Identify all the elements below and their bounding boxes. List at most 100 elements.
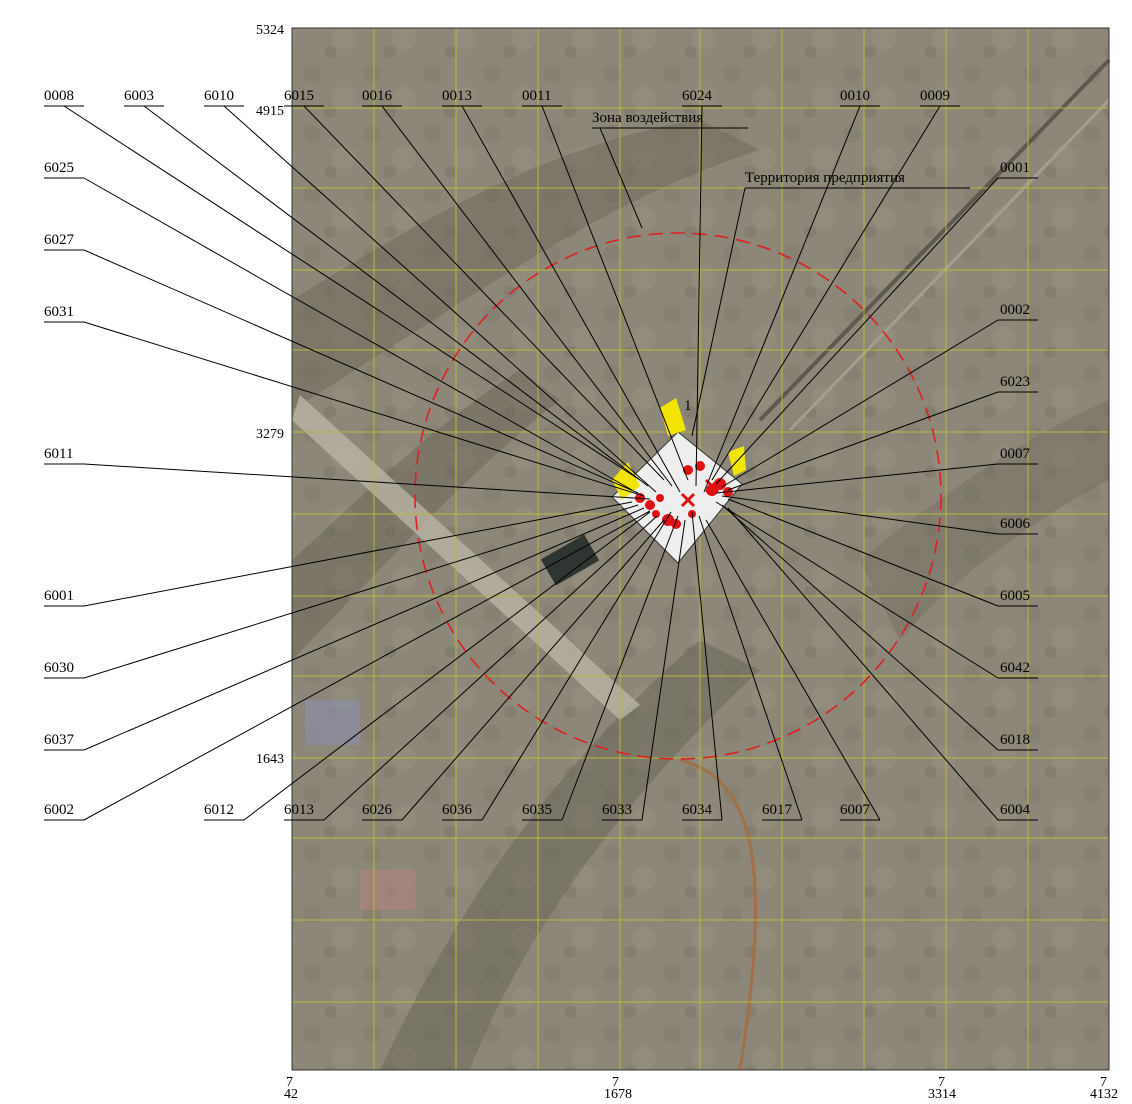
source-label-6033: 6033 [602,519,686,821]
source-label-6013: 6013 [284,515,658,821]
leader-line [223,105,657,493]
leader-line [561,515,679,821]
leader-line [691,511,723,821]
leader-line [83,507,645,751]
source-label-6012: 6012 [204,511,651,821]
leader-line [727,507,999,821]
y-tick-3279: 3279 [256,427,284,442]
y-tick-4915: 4915 [256,104,284,119]
source-label-0001: 0001 [715,160,1038,485]
source-label-0007: 0007 [715,446,1038,494]
source-id-text: 6034 [682,802,713,818]
x-tick-3314: 3314 [928,1087,956,1102]
enterprise-territory-text: Территория предприятия [745,170,905,186]
source-label-0013: 0013 [442,88,681,493]
source-id-text: 6003 [124,88,154,104]
source-label-6006: 6006 [721,495,1038,535]
source-label-6031: 6031 [44,304,645,497]
origin-mark-x1: 7 [286,1075,293,1090]
source-label-6010: 6010 [204,88,657,493]
source-label-6034: 6034 [682,511,723,821]
source-label-6023: 6023 [727,374,1038,491]
source-label-6036: 6036 [442,511,672,821]
origin-mark-x4: 7 [1100,1075,1107,1090]
source-label-6035: 6035 [522,515,679,821]
source-label-6005: 6005 [727,498,1038,607]
origin-mark-x2: 7 [612,1075,619,1090]
x-tick-42: 42 [284,1087,298,1102]
source-label-6025: 6025 [44,160,633,491]
source-label-6042: 6042 [715,501,1038,679]
leader-line [243,511,651,821]
leader-line [715,501,999,679]
source-label-6003: 6003 [124,88,649,487]
leader-line [461,105,681,493]
site-number-label: 1 [684,398,692,414]
leader-line [727,498,999,607]
leader-line [83,501,633,607]
impact-zone-label: Зона воздействия [592,110,748,229]
source-id-text: 0011 [522,88,551,104]
source-id-text: 6001 [44,588,74,604]
source-id-text: 0001 [1000,160,1030,176]
leader-line [715,463,999,494]
leader-line [698,515,803,821]
leader-line [63,105,641,481]
source-id-text: 6007 [840,802,871,818]
source-id-text: 0013 [442,88,472,104]
source-id-text: 0010 [840,88,870,104]
source-id-text: 6013 [284,802,314,818]
source-id-text: 0009 [920,88,950,104]
leader-line [143,105,649,487]
source-id-text: 6031 [44,304,74,320]
source-id-text: 0016 [362,88,393,104]
source-label-6017: 6017 [698,515,803,821]
leader-line [83,463,651,500]
source-id-text: 6012 [204,802,234,818]
source-label-6018: 6018 [721,504,1038,751]
leader-line [83,510,651,821]
source-label-6037: 6037 [44,507,645,751]
source-label-0002: 0002 [721,302,1038,488]
source-id-text: 6023 [1000,374,1030,390]
source-id-text: 6005 [1000,588,1030,604]
x-tick-4132: 4132 [1090,1087,1118,1102]
source-id-text: 0008 [44,88,74,104]
source-id-text: 0007 [1000,446,1031,462]
leader-line [703,105,861,493]
source-label-0011: 0011 [522,88,689,481]
source-label-6026: 6026 [362,519,665,821]
source-id-text: 6036 [442,802,473,818]
enterprise-territory [611,398,746,564]
leader-line [695,105,703,487]
coordinate-grid [291,27,1110,1071]
origin-mark-x3: 7 [938,1075,945,1090]
source-label-6002: 6002 [44,510,651,821]
source-label-0010: 0010 [703,88,880,493]
source-id-text: 6024 [682,88,713,104]
leader-line [83,321,645,497]
leader-line [721,504,999,751]
leader-line [715,177,999,485]
source-id-text: 6042 [1000,660,1030,676]
leader-line [705,519,881,821]
leader-line [83,177,633,491]
leader-line [711,105,941,481]
leader-line [303,105,665,481]
source-id-text: 6010 [204,88,234,104]
source-id-text: 6018 [1000,732,1030,748]
source-label-6007: 6007 [705,519,881,821]
source-id-text: 6027 [44,232,75,248]
y-tick-5324: 5324 [256,23,284,38]
leader-line [641,519,686,821]
source-id-text: 6037 [44,732,75,748]
leader-line [323,515,658,821]
source-label-6027: 6027 [44,232,639,494]
source-label-6030: 6030 [44,504,639,679]
leader-line [721,495,999,535]
axis-labels: 5324 4915 3279 1643 42 1678 3314 4132 7 … [256,23,1118,1102]
source-labels: 0008 6003 6010 6015 0016 0013 0011 6024 0010 0009… [44,88,1038,821]
impact-zone-circle [414,232,942,760]
map-frame [291,27,1110,1071]
